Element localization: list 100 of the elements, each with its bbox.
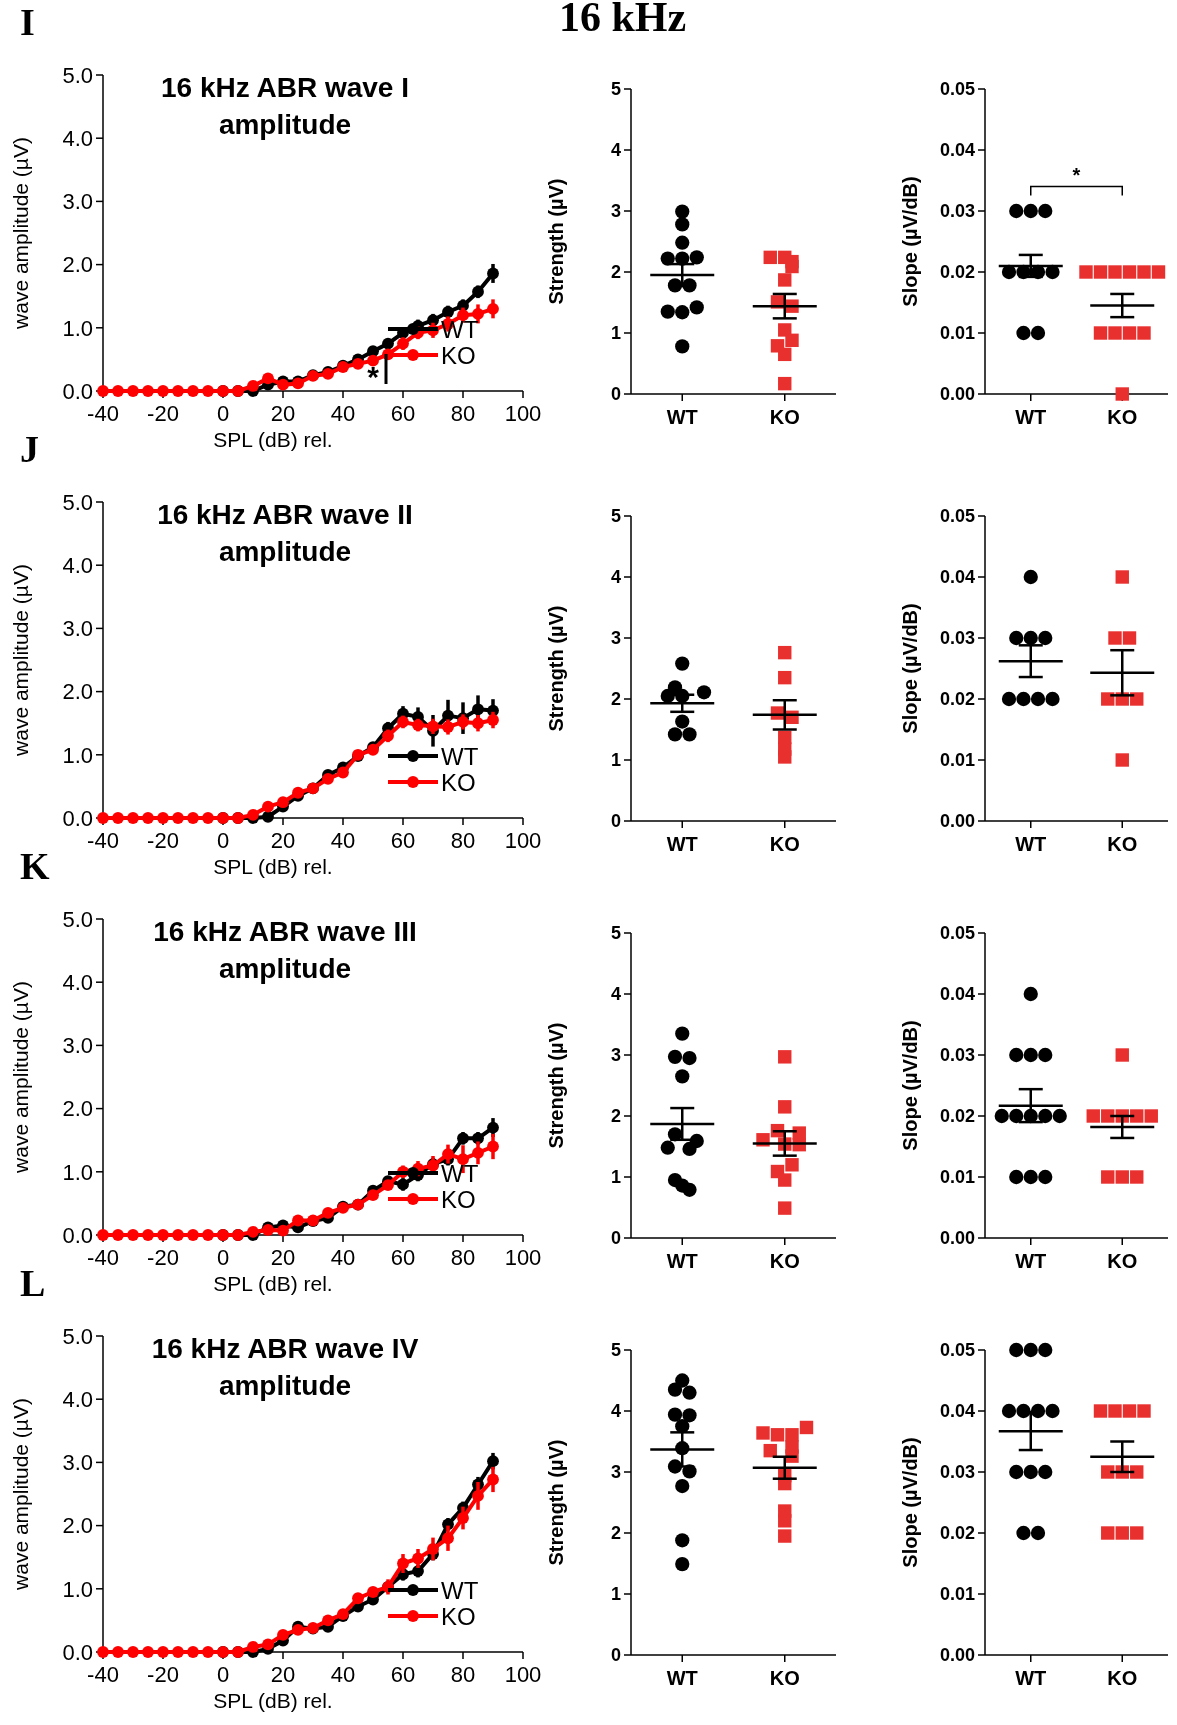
legend-label: KO (441, 768, 476, 796)
y-tick-label: 4.0 (62, 125, 93, 151)
y-tick-label: 3.0 (62, 189, 93, 215)
chart-title: 16 kHz (559, 0, 687, 40)
x-axis-title: SPL (dB) rel. (213, 1272, 333, 1295)
x-tick-label: 100 (504, 828, 542, 853)
y-tick-label: 0.01 (939, 1584, 975, 1605)
y-tick-label: 0.04 (939, 1401, 975, 1422)
x-tick-label: KO (769, 833, 800, 855)
y-axis-title: Strength (µV) (545, 1022, 567, 1149)
x-tick-label: WT (1015, 406, 1047, 428)
y-tick-label: 2.0 (62, 252, 93, 278)
x-tick-label: WT (1015, 1250, 1047, 1272)
y-tick-label: 0.01 (939, 750, 975, 771)
y-tick-label: 0.03 (939, 628, 975, 649)
y-tick-label: 3 (610, 1462, 621, 1483)
text: I (20, 1, 35, 43)
x-tick-label: WT (1015, 1667, 1047, 1689)
x-tick-label: KO (769, 1250, 800, 1272)
annotation: * (367, 360, 380, 393)
x-axis-title: SPL (dB) rel. (213, 428, 333, 451)
y-tick-label: 0.02 (939, 1106, 975, 1127)
x-tick-label: KO (769, 1667, 800, 1689)
text: L (20, 1262, 46, 1304)
y-tick-label: 0.03 (939, 201, 975, 222)
y-tick-label: 5 (610, 79, 621, 100)
legend-label: WT (441, 1576, 479, 1604)
y-tick-label: 0.05 (939, 79, 975, 100)
x-tick-label: -40 (87, 1662, 119, 1687)
x-tick-label: 60 (390, 1245, 416, 1270)
y-tick-label: 2 (610, 1106, 621, 1127)
x-tick-label: 0 (216, 401, 230, 426)
y-tick-label: 4 (610, 1401, 621, 1422)
y-tick-label: 1.0 (62, 1159, 93, 1185)
x-tick-label: -40 (87, 828, 119, 853)
y-tick-label: 1 (610, 1584, 621, 1605)
y-tick-label: 0.05 (939, 1340, 975, 1361)
x-tick-label: 80 (450, 1662, 476, 1687)
x-tick-label: KO (769, 406, 800, 428)
y-tick-label: 0.03 (939, 1045, 975, 1066)
y-tick-label: 4 (610, 567, 621, 588)
y-axis-title: Slope (µV/dB) (899, 1437, 921, 1568)
y-axis-title: Slope (µV/dB) (899, 603, 921, 734)
x-tick-label: KO (1107, 406, 1138, 428)
y-axis-title: wave amplitude (µV) (9, 981, 32, 1174)
legend-label: WT (441, 742, 479, 770)
x-tick-label: 40 (330, 828, 356, 853)
y-tick-label: 0.0 (62, 1639, 93, 1665)
y-tick-label: 0.04 (939, 984, 975, 1005)
y-tick-label: 2.0 (62, 679, 93, 705)
y-tick-label: 0.00 (939, 384, 975, 405)
y-axis-title: wave amplitude (µV) (9, 564, 32, 757)
y-tick-label: 1 (610, 1167, 621, 1188)
y-tick-label: 0.04 (939, 140, 975, 161)
y-tick-label: 0 (610, 811, 621, 832)
y-tick-label: 2.0 (62, 1096, 93, 1122)
x-tick-label: 0 (216, 828, 230, 853)
y-tick-label: 3 (610, 1045, 621, 1066)
y-tick-label: 4 (610, 984, 621, 1005)
x-tick-label: 100 (504, 401, 542, 426)
y-tick-label: 1 (610, 323, 621, 344)
y-tick-label: 4.0 (62, 969, 93, 995)
x-tick-label: 20 (270, 401, 296, 426)
y-tick-label: 0.03 (939, 1462, 975, 1483)
x-tick-label: WT (666, 406, 698, 428)
y-axis-title: Strength (µV) (545, 605, 567, 732)
y-tick-label: 2.0 (62, 1513, 93, 1539)
y-tick-label: 0.05 (939, 506, 975, 527)
y-tick-label: 5.0 (62, 1323, 93, 1349)
x-tick-label: -20 (147, 1245, 179, 1270)
y-tick-label: 0.0 (62, 805, 93, 831)
y-tick-label: 2 (610, 689, 621, 710)
x-tick-label: 80 (450, 828, 476, 853)
text: J (20, 428, 39, 470)
y-tick-label: 3 (610, 628, 621, 649)
y-tick-label: 0.00 (939, 1645, 975, 1666)
x-tick-label: 60 (390, 828, 416, 853)
x-tick-label: 60 (390, 1662, 416, 1687)
y-tick-label: 0.01 (939, 1167, 975, 1188)
y-tick-label: 5 (610, 506, 621, 527)
y-tick-label: 3 (610, 201, 621, 222)
y-tick-label: 1.0 (62, 315, 93, 341)
x-tick-label: 0 (216, 1245, 230, 1270)
x-tick-label: KO (1107, 1250, 1138, 1272)
y-tick-label: 0.0 (62, 1222, 93, 1248)
x-axis-title: SPL (dB) rel. (213, 855, 333, 878)
y-tick-label: 0.04 (939, 567, 975, 588)
y-tick-label: 5 (610, 1340, 621, 1361)
x-tick-label: 0 (216, 1662, 230, 1687)
y-axis-title: wave amplitude (µV) (9, 137, 32, 330)
y-tick-label: 0.02 (939, 262, 975, 283)
x-tick-label: 100 (504, 1245, 542, 1270)
y-tick-label: 0 (610, 1645, 621, 1666)
x-tick-label: 80 (450, 1245, 476, 1270)
x-tick-label: -40 (87, 1245, 119, 1270)
x-tick-label: 20 (270, 828, 296, 853)
y-tick-label: 3.0 (62, 1450, 93, 1476)
y-tick-label: 5.0 (62, 489, 93, 515)
x-tick-label: 60 (390, 401, 416, 426)
y-tick-label: 5.0 (62, 906, 93, 932)
